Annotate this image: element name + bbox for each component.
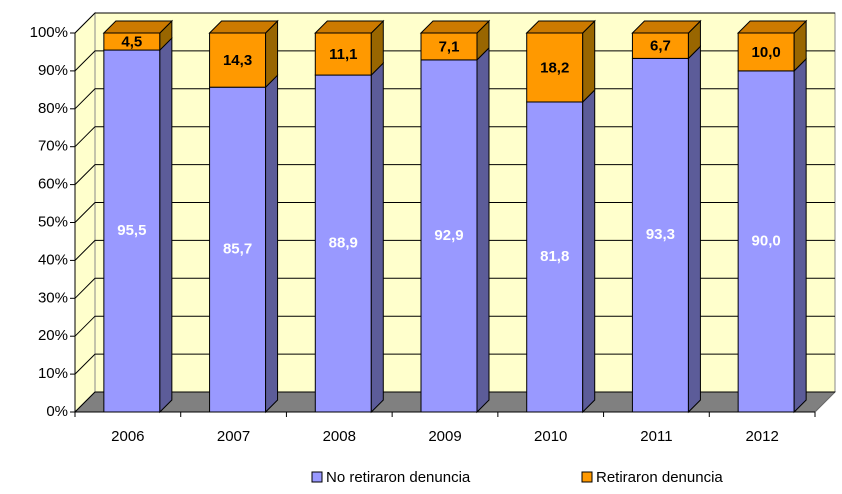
x-tick-label: 2009: [428, 428, 461, 445]
y-tick-label: 80%: [38, 100, 68, 117]
bar: [631, 32, 689, 59]
bar: [420, 59, 478, 413]
bar-top: [419, 20, 491, 34]
y-tick-label: 90%: [38, 62, 68, 79]
bar: [314, 32, 372, 76]
x-tick-label: 2011: [640, 428, 672, 445]
data-label: 81,8: [540, 248, 569, 265]
bar-top: [525, 20, 596, 34]
data-label: 92,9: [434, 227, 463, 244]
y-tick-label: 100%: [30, 24, 68, 41]
x-tick-label: 2006: [111, 428, 144, 445]
data-label: 14,3: [223, 52, 252, 69]
data-label: 6,7: [650, 38, 671, 55]
bar-top: [102, 20, 174, 34]
bar: [526, 101, 584, 413]
legend-swatch: [311, 471, 323, 483]
bar-top: [314, 20, 385, 34]
bar-top: [208, 20, 279, 34]
data-label: 11,1: [329, 46, 357, 63]
bar-top: [736, 20, 808, 34]
x-tick-label: 2012: [745, 428, 778, 445]
legend-swatch: [581, 471, 593, 483]
data-label: 18,2: [540, 59, 569, 76]
bar: [631, 57, 689, 413]
bar: [314, 74, 372, 413]
grid-line: [74, 12, 835, 34]
bar-side: [159, 36, 173, 414]
y-tick-label: 20%: [38, 327, 68, 344]
x-tick-label: 2008: [323, 428, 356, 445]
bar: [526, 32, 584, 103]
bar-top: [631, 20, 702, 34]
legend-label: No retiraron denuncia: [326, 469, 471, 486]
data-label: 7,1: [439, 38, 460, 55]
x-tick-label: 2007: [217, 428, 250, 445]
data-label: 4,5: [121, 33, 142, 50]
x-tick-label: 2010: [534, 428, 567, 445]
data-label: 93,3: [646, 226, 675, 243]
bar: [209, 86, 267, 413]
bar-side: [793, 57, 807, 414]
bar-side: [582, 88, 596, 414]
bar-side: [476, 46, 490, 414]
bar-side: [687, 45, 701, 414]
data-label: 95,5: [117, 222, 146, 239]
bar-side: [265, 73, 279, 414]
bar: [420, 32, 478, 61]
data-label: 88,9: [329, 235, 358, 252]
legend-label: Retiraron denuncia: [596, 469, 723, 486]
data-label: 85,7: [223, 241, 252, 258]
bar: [737, 32, 795, 72]
y-tick-label: 40%: [38, 251, 68, 268]
bar-side: [370, 61, 384, 414]
y-tick-label: 30%: [38, 289, 68, 306]
y-tick-label: 10%: [38, 365, 68, 382]
y-tick-label: 60%: [38, 176, 68, 193]
bar-side: [582, 19, 596, 104]
y-tick-label: 70%: [38, 138, 68, 155]
data-label: 10,0: [752, 44, 781, 61]
y-tick-label: 50%: [38, 213, 68, 230]
bar: [737, 70, 795, 413]
bar: [103, 49, 161, 413]
data-label: 90,0: [752, 232, 781, 249]
y-tick-label: 0%: [46, 403, 68, 420]
